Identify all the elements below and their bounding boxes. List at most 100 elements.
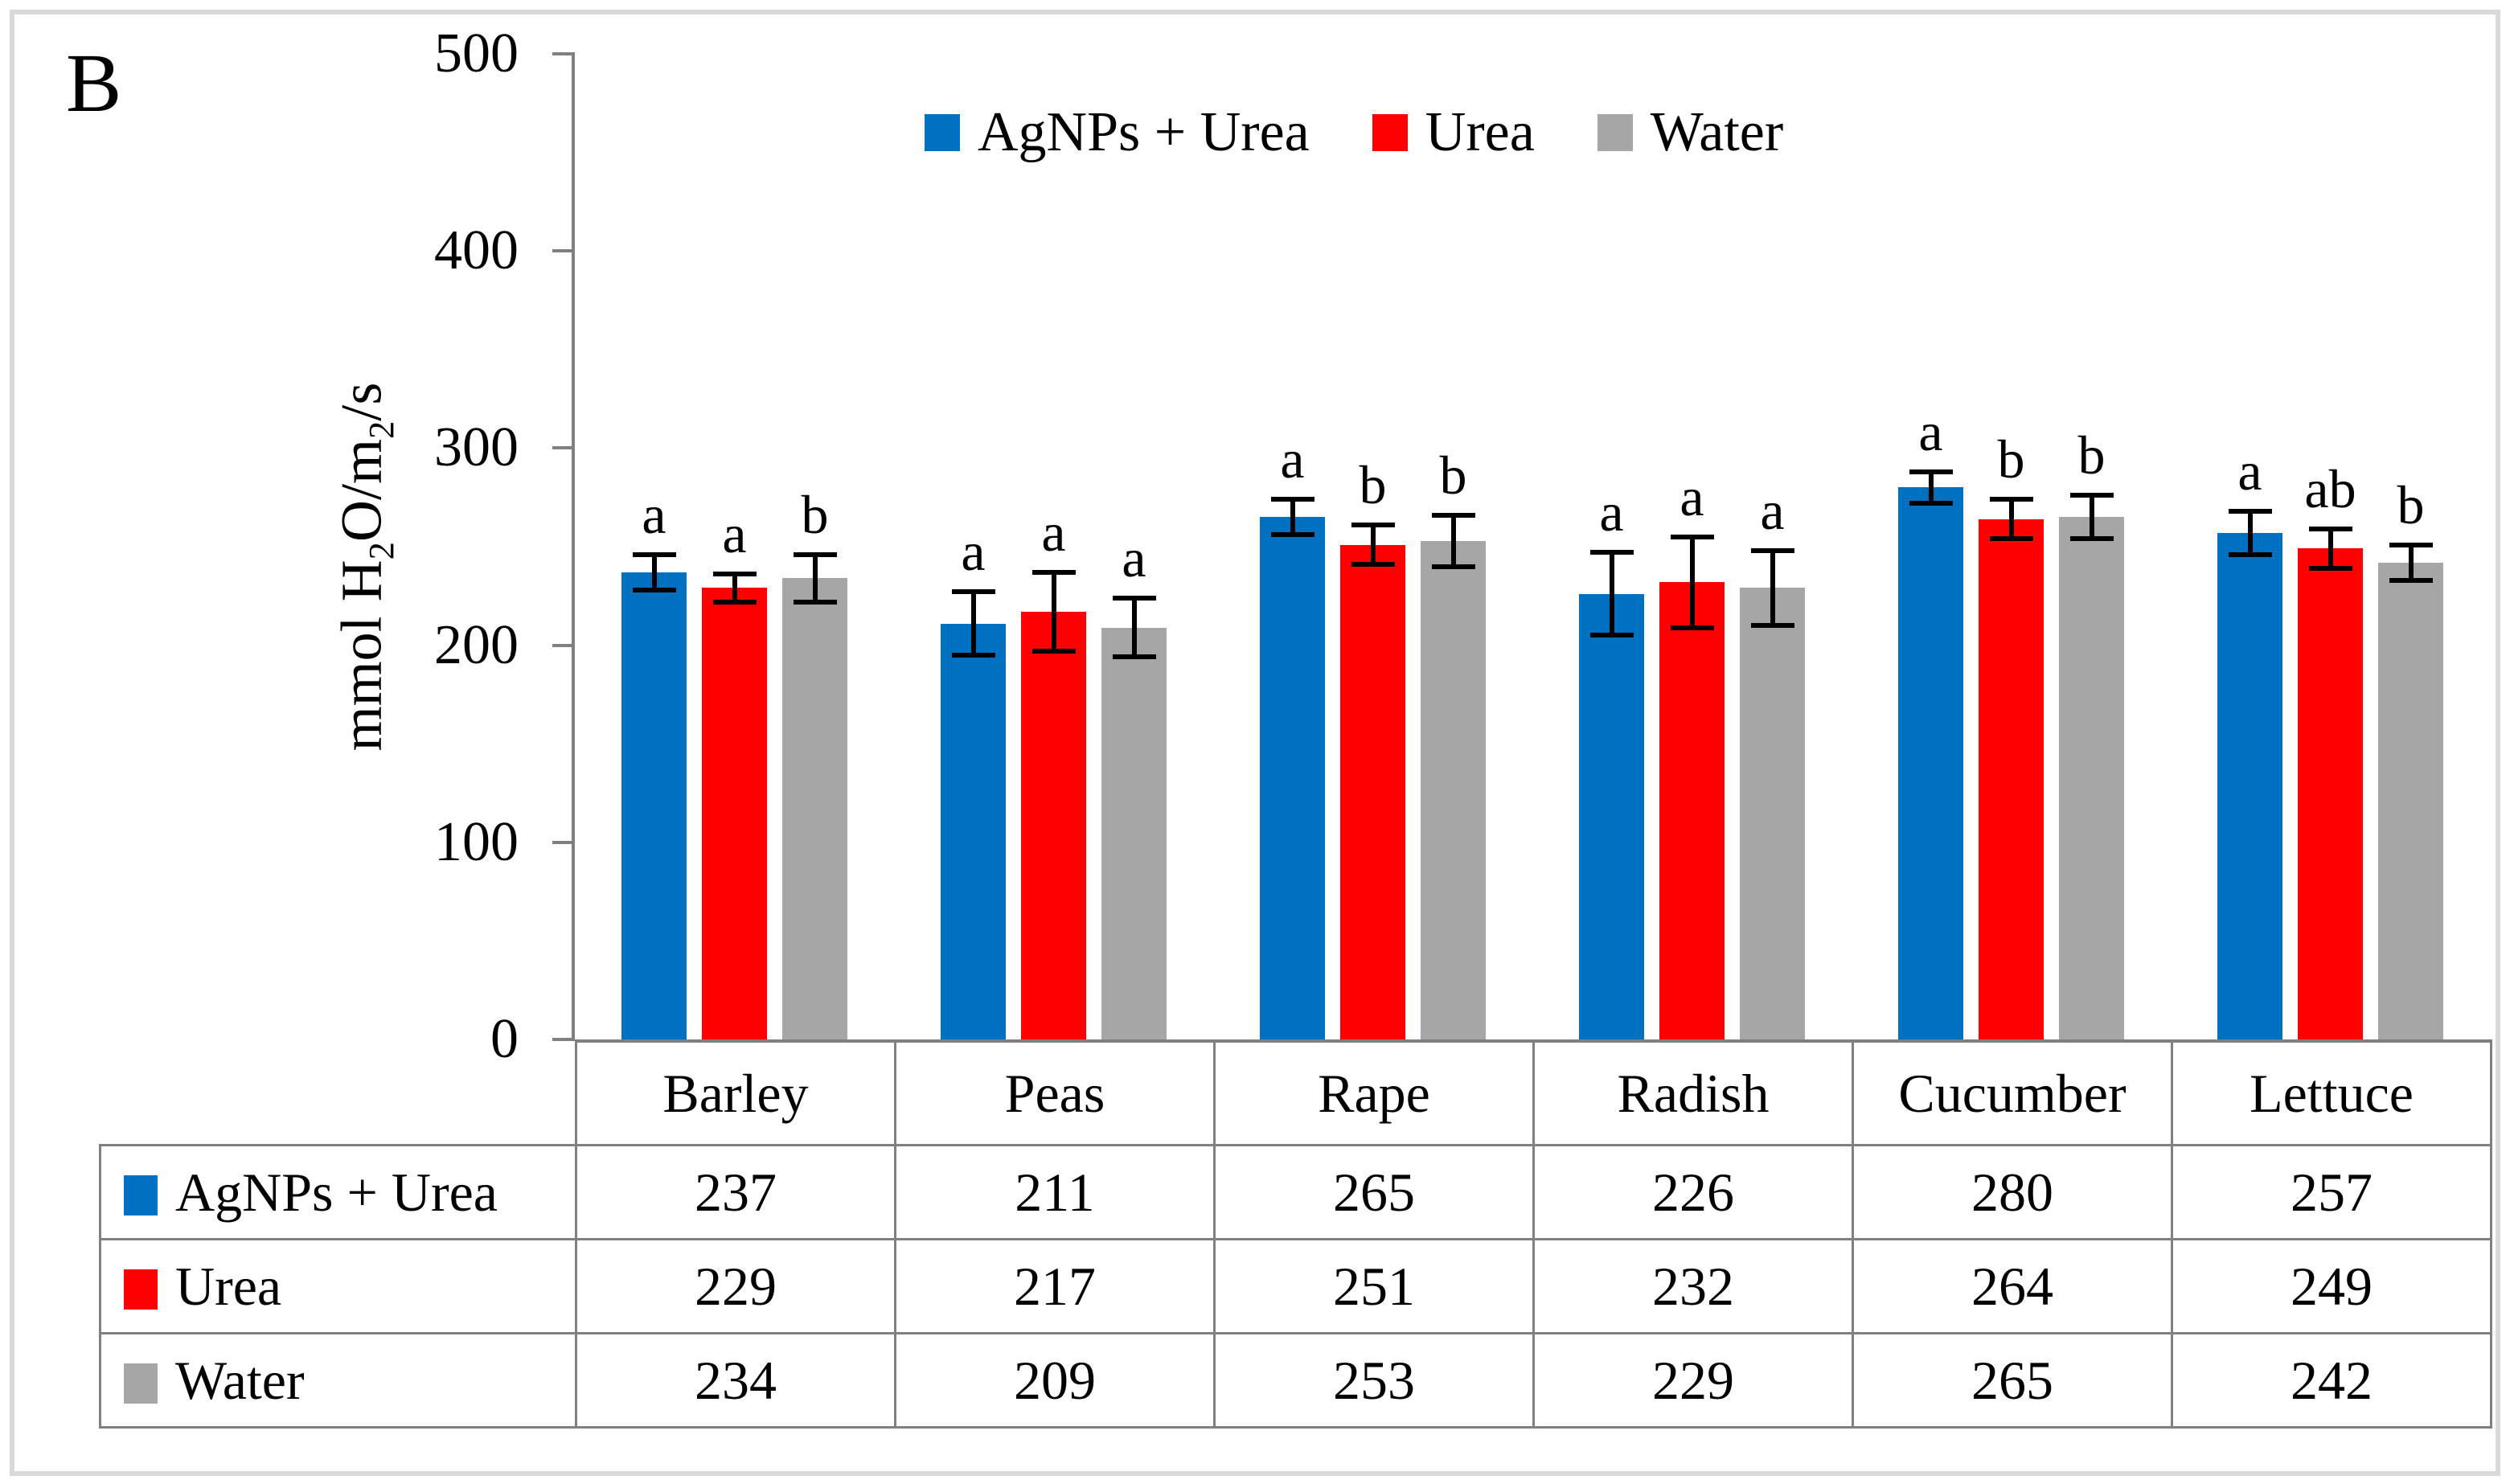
- legend-label: AgNPs + Urea: [978, 101, 1310, 163]
- table-value-cell: 253: [1213, 1332, 1535, 1429]
- error-bar-cap-top: [1351, 523, 1395, 528]
- error-bar-line: [1051, 572, 1056, 651]
- error-bar-cap-top: [632, 551, 676, 557]
- table-category-header: Cucumber: [1852, 1039, 2173, 1146]
- y-tick-label: 0: [490, 1008, 519, 1070]
- table-value-cell: 265: [1852, 1332, 2173, 1429]
- table-value-cell: 265: [1213, 1144, 1535, 1240]
- error-bar-line: [2089, 495, 2094, 539]
- bar-agnps-urea-radish: [1579, 593, 1644, 1039]
- significance-letter: b: [1359, 454, 1387, 516]
- error-bar-cap-bottom: [1589, 633, 1634, 638]
- bar-water-barley: [782, 578, 847, 1039]
- error-bar-cap-top: [793, 551, 837, 557]
- table-category-header: Radish: [1532, 1039, 1854, 1146]
- bar-agnps-urea-peas: [941, 623, 1006, 1039]
- error-bar-cap-top: [1909, 469, 1953, 474]
- significance-letter: a: [642, 483, 666, 545]
- error-bar-line: [812, 554, 818, 602]
- bar-agnps-urea-lettuce: [2217, 532, 2282, 1039]
- legend: AgNPs + Urea Urea Water: [925, 105, 1783, 161]
- error-bar-line: [1770, 550, 1775, 626]
- table-value-cell: 211: [894, 1144, 1216, 1240]
- bar-urea-rape: [1340, 544, 1405, 1039]
- table-value-cell: 229: [1532, 1332, 1854, 1429]
- error-bar-cap-bottom: [1031, 648, 1076, 654]
- error-bar-line: [970, 592, 976, 655]
- significance-letter: b: [1997, 428, 2025, 490]
- table-value-cell: 264: [1852, 1238, 2173, 1334]
- table-series-swatch: [124, 1175, 158, 1215]
- bar-agnps-urea-cucumber: [1898, 487, 1963, 1039]
- bar-water-rape: [1421, 540, 1486, 1039]
- error-bar-cap-bottom: [1431, 564, 1475, 569]
- bar-water-peas: [1101, 627, 1167, 1039]
- table-category-header: Rape: [1213, 1039, 1535, 1146]
- y-axis-tick: [552, 249, 575, 253]
- y-tick-label: 400: [434, 219, 519, 282]
- bar-urea-radish: [1659, 582, 1725, 1039]
- error-bar-line: [1689, 536, 1695, 628]
- legend-swatch-urea: [1372, 114, 1408, 151]
- error-bar-line: [1450, 514, 1456, 567]
- table-value-cell: 257: [2171, 1144, 2492, 1240]
- bar-urea-lettuce: [2298, 548, 2363, 1039]
- table-value-cell: 232: [1532, 1238, 1854, 1334]
- y-axis-line: [572, 52, 575, 1039]
- significance-letter: a: [1041, 501, 1066, 563]
- table-series-header: Water: [99, 1332, 577, 1429]
- error-bar-line: [2247, 510, 2253, 555]
- table-value-cell: 209: [894, 1332, 1216, 1429]
- error-bar-cap-top: [1270, 497, 1314, 502]
- error-bar-cap-top: [1750, 547, 1794, 553]
- error-bar-cap-bottom: [2069, 536, 2114, 542]
- bar-urea-cucumber: [1979, 519, 2044, 1039]
- error-bar-cap-bottom: [1909, 501, 1953, 506]
- error-bar-cap-top: [1989, 497, 2033, 502]
- significance-letter: b: [1439, 444, 1467, 506]
- error-bar-cap-bottom: [1670, 625, 1714, 630]
- error-bar-line: [732, 574, 737, 602]
- bar-agnps-urea-barley: [621, 572, 687, 1039]
- table-row: Water 234 209 253 229 265 242: [99, 1332, 2492, 1429]
- y-tick-label: 100: [434, 810, 519, 873]
- legend-label: Urea: [1425, 101, 1535, 163]
- error-bar-cap-top: [2389, 542, 2433, 547]
- data-table: Barley Peas Rape Radish Cucumber Lettuce AgNPs…: [99, 1039, 2492, 1429]
- error-bar-cap-bottom: [2228, 551, 2272, 557]
- significance-letter: a: [2237, 440, 2262, 502]
- y-axis-tick: [552, 840, 575, 844]
- table-value-cell: 280: [1852, 1144, 2173, 1240]
- y-tick-label: 200: [434, 613, 519, 676]
- error-bar-cap-top: [712, 572, 757, 577]
- table-category-header: Barley: [575, 1039, 896, 1146]
- error-bar-cap-bottom: [1989, 536, 2033, 542]
- table-category-header: Peas: [894, 1039, 1216, 1146]
- error-bar-cap-bottom: [2308, 565, 2352, 571]
- error-bar-line: [1131, 597, 1137, 658]
- table-value-cell: 237: [575, 1144, 896, 1240]
- error-bar-cap-top: [2228, 508, 2272, 514]
- error-bar-line: [2408, 544, 2414, 580]
- error-bar-line: [1928, 471, 1934, 504]
- y-axis-tick: [552, 52, 575, 55]
- significance-letter: a: [1599, 482, 1624, 543]
- significance-letter: a: [722, 503, 747, 565]
- table-value-cell: 242: [2171, 1332, 2492, 1429]
- y-tick-label: 500: [434, 23, 519, 84]
- y-axis-tick: [552, 1038, 575, 1041]
- table-value-cell: 217: [894, 1238, 1216, 1334]
- bar-water-radish: [1740, 588, 1805, 1039]
- significance-letter: a: [1918, 400, 1943, 462]
- error-bar-cap-top: [1670, 534, 1714, 539]
- table-series-swatch: [124, 1363, 158, 1404]
- panel-label: B: [66, 37, 122, 129]
- table-category-row: Barley Peas Rape Radish Cucumber Lettuce: [100, 1039, 2492, 1146]
- y-axis-tick: [552, 446, 575, 450]
- error-bar-cap-top: [1112, 595, 1156, 601]
- significance-letter: ab: [2304, 457, 2356, 519]
- error-bar-line: [1290, 499, 1295, 535]
- bar-water-lettuce: [2378, 562, 2443, 1039]
- significance-letter: a: [1280, 428, 1305, 490]
- bar-agnps-urea-rape: [1260, 517, 1325, 1039]
